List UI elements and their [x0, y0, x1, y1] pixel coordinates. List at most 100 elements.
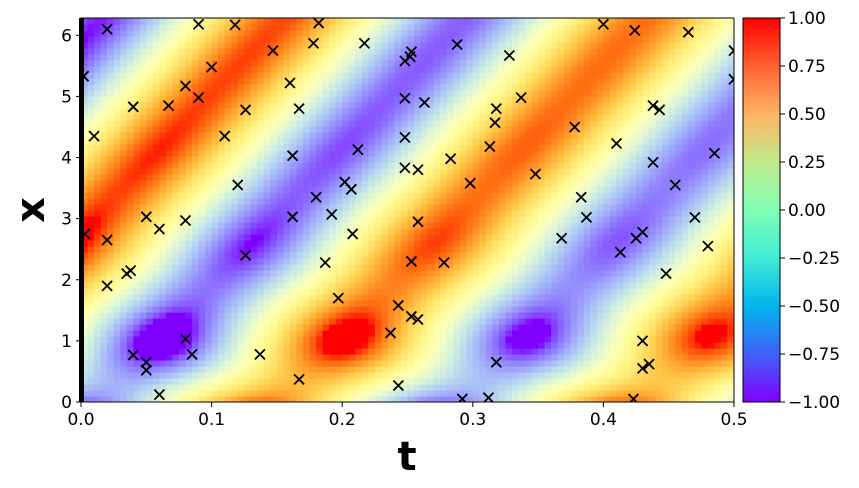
heatmap-cell	[94, 282, 102, 289]
heatmap-cell	[394, 216, 402, 223]
heatmap-cell	[113, 222, 121, 229]
heatmap-cell	[185, 162, 193, 169]
heatmap-cell	[459, 144, 467, 151]
heatmap-cell	[355, 378, 363, 385]
heatmap-cell	[270, 174, 278, 181]
heatmap-cell	[374, 210, 382, 217]
heatmap-cell	[139, 60, 147, 67]
heatmap-cell	[87, 120, 95, 127]
heatmap-cell	[564, 324, 572, 331]
heatmap-cell	[498, 132, 507, 139]
heatmap-cell	[466, 252, 474, 259]
heatmap-cell	[544, 384, 552, 391]
heatmap-cell	[322, 372, 330, 379]
heatmap-cell	[433, 228, 441, 235]
heatmap-cell	[94, 54, 102, 61]
heatmap-cell	[485, 102, 493, 109]
heatmap-cell	[205, 234, 213, 241]
heatmap-cell	[309, 60, 317, 67]
heatmap-cell	[250, 378, 258, 385]
heatmap-cell	[400, 66, 409, 73]
heatmap-cell	[276, 162, 285, 169]
heatmap-cell	[348, 30, 356, 37]
heatmap-cell	[185, 360, 193, 367]
heatmap-cell	[139, 246, 147, 253]
heatmap-cell	[329, 102, 337, 109]
heatmap-cell	[355, 42, 363, 49]
heatmap-cell	[531, 234, 539, 241]
heatmap-cell	[355, 270, 363, 277]
heatmap-cell	[172, 156, 180, 163]
heatmap-cell	[322, 246, 330, 253]
heatmap-cell	[178, 306, 187, 313]
heatmap-cell	[165, 366, 174, 373]
heatmap-cell	[511, 306, 520, 313]
heatmap-cell	[577, 198, 585, 205]
heatmap-cell	[172, 378, 180, 385]
heatmap-cell	[81, 192, 89, 199]
heatmap-cell	[342, 168, 350, 175]
heatmap-cell	[577, 258, 585, 265]
heatmap-cell	[146, 108, 154, 115]
heatmap-cell	[374, 276, 382, 283]
heatmap-cell	[466, 228, 474, 235]
heatmap-cell	[94, 324, 102, 331]
heatmap-cell	[172, 228, 180, 235]
heatmap-cell	[100, 72, 108, 79]
heatmap-cell	[511, 42, 520, 49]
heatmap-cell	[335, 150, 343, 157]
heatmap-cell	[472, 222, 480, 229]
heatmap-cell	[518, 282, 526, 289]
heatmap-cell	[466, 204, 474, 211]
heatmap-cell	[139, 204, 147, 211]
heatmap-cell	[525, 84, 533, 91]
heatmap-cell	[237, 198, 245, 205]
heatmap-cell	[81, 198, 89, 205]
heatmap-cell	[355, 72, 363, 79]
heatmap-cell	[355, 264, 363, 271]
heatmap-cell	[263, 258, 271, 265]
heatmap-cell	[192, 30, 200, 37]
heatmap-cell	[296, 144, 304, 151]
heatmap-cell	[257, 336, 265, 343]
heatmap-cell	[309, 180, 317, 187]
heatmap-cell	[459, 90, 467, 97]
heatmap-cell	[159, 180, 167, 187]
heatmap-cell	[440, 36, 448, 43]
heatmap-cell	[570, 162, 578, 169]
heatmap-cell	[146, 24, 154, 31]
heatmap-cell	[329, 120, 337, 127]
heatmap-cell	[420, 240, 428, 247]
heatmap-cell	[440, 384, 448, 391]
heatmap-cell	[342, 252, 350, 259]
heatmap-cell	[414, 348, 422, 355]
heatmap-cell	[192, 168, 200, 175]
heatmap-cell	[107, 168, 115, 175]
heatmap-cell	[276, 360, 285, 367]
heatmap-cell	[472, 126, 480, 133]
heatmap-cell	[211, 102, 219, 109]
heatmap-cell	[107, 174, 115, 181]
heatmap-cell	[511, 276, 520, 283]
heatmap-cell	[414, 42, 422, 49]
heatmap-cell	[205, 156, 213, 163]
heatmap-cell	[348, 342, 356, 349]
heatmap-cell	[107, 108, 115, 115]
heatmap-cell	[152, 168, 160, 175]
heatmap-cell	[120, 246, 128, 253]
heatmap-cell	[113, 348, 121, 355]
heatmap-cell	[446, 144, 454, 151]
heatmap-cell	[525, 312, 533, 319]
heatmap-cell	[420, 372, 428, 379]
heatmap-cell	[231, 48, 239, 55]
heatmap-cell	[159, 276, 167, 283]
heatmap-cell	[453, 270, 461, 277]
heatmap-cell	[289, 324, 298, 331]
heatmap-cell	[557, 174, 565, 181]
heatmap-cell	[237, 90, 245, 97]
heatmap-cell	[100, 258, 108, 265]
heatmap-cell	[270, 120, 278, 127]
heatmap-cell	[322, 186, 330, 193]
heatmap-cell	[211, 306, 219, 313]
heatmap-cell	[387, 48, 396, 55]
